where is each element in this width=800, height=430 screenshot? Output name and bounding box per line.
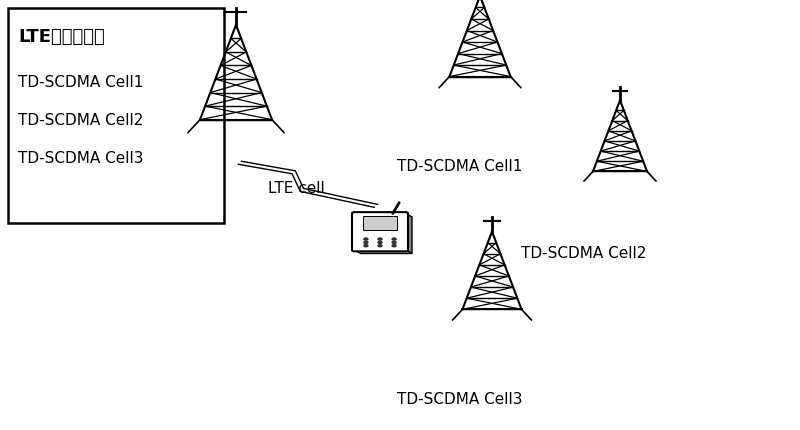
Circle shape (364, 238, 368, 241)
Circle shape (364, 242, 368, 244)
FancyBboxPatch shape (352, 212, 408, 252)
Text: TD-SCDMA Cell2: TD-SCDMA Cell2 (522, 245, 646, 260)
Circle shape (378, 238, 382, 241)
Bar (363, 216, 397, 230)
Text: LTE cell: LTE cell (268, 181, 325, 196)
Text: TD-SCDMA Cell1: TD-SCDMA Cell1 (18, 75, 144, 90)
Text: TD-SCDMA Cell3: TD-SCDMA Cell3 (398, 391, 522, 406)
Text: LTE的邻近小区: LTE的邻近小区 (18, 28, 105, 46)
Circle shape (378, 242, 382, 244)
Circle shape (378, 245, 382, 247)
Circle shape (364, 245, 368, 247)
Circle shape (392, 242, 396, 244)
Bar (8, 9, 224, 224)
Circle shape (392, 245, 396, 247)
Text: TD-SCDMA Cell2: TD-SCDMA Cell2 (18, 113, 144, 128)
Text: TD-SCDMA Cell1: TD-SCDMA Cell1 (398, 159, 522, 174)
Text: TD-SCDMA Cell3: TD-SCDMA Cell3 (18, 151, 144, 166)
Polygon shape (354, 250, 412, 254)
Circle shape (392, 238, 396, 241)
Polygon shape (406, 214, 412, 254)
